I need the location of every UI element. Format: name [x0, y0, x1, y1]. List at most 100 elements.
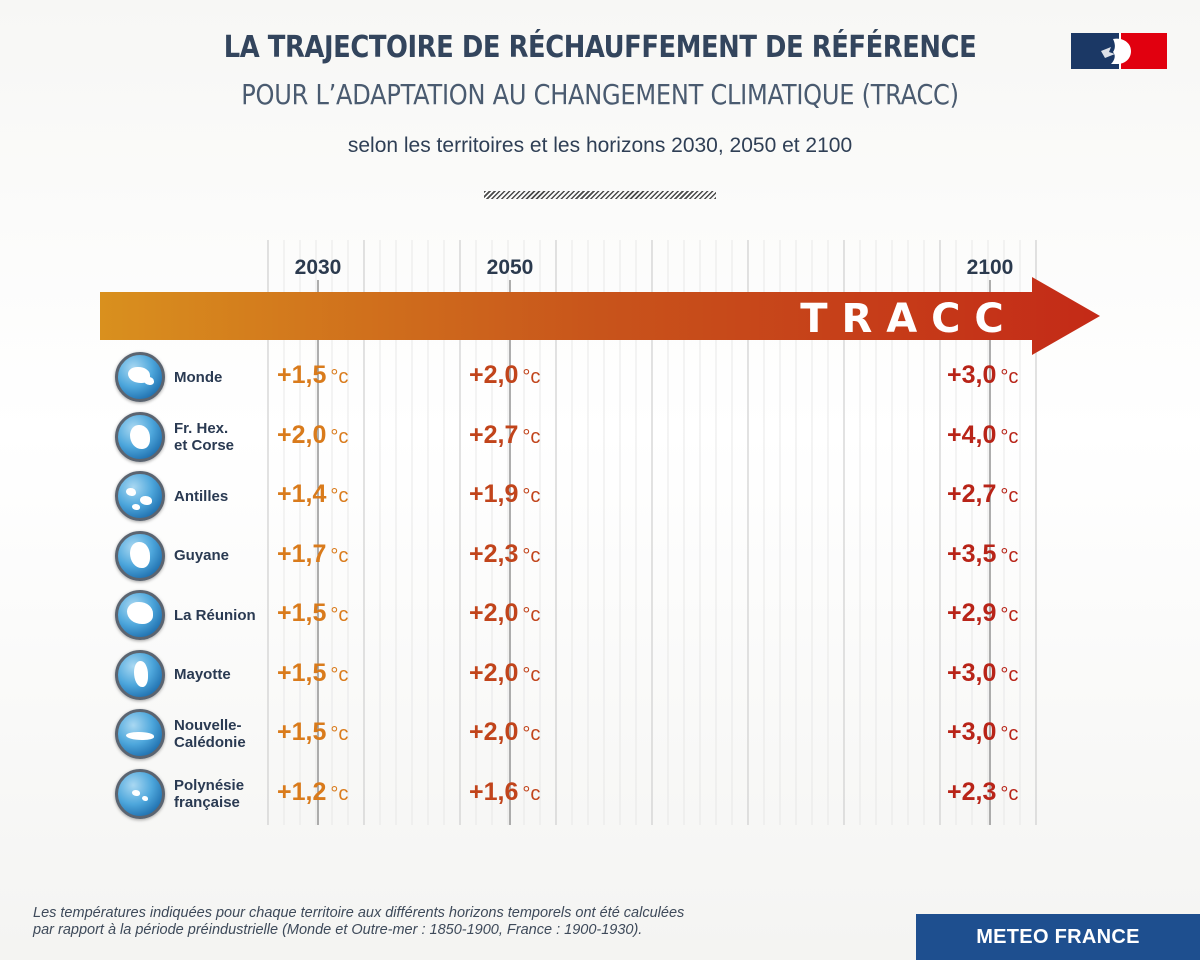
value-unit: °c — [1000, 485, 1019, 507]
value-2050: +2,0 °c — [469, 659, 540, 688]
tracc-chart-svg: T R A C C 2030 2050 2100 — [100, 240, 1100, 825]
meteo-france-logo: METEO FRANCE — [916, 914, 1200, 960]
value-unit: °c — [330, 604, 349, 626]
value-2030: +1,4 °c — [277, 480, 348, 509]
row-label: Antilles — [174, 488, 228, 505]
value-number: +1,5 — [277, 361, 327, 389]
row-label-line: Nouvelle- — [174, 717, 242, 734]
republique-francaise-logo — [1071, 33, 1167, 69]
value-2050: +1,6 °c — [469, 778, 540, 807]
value-number: +2,0 — [469, 658, 519, 687]
value-unit: °c — [330, 544, 349, 567]
value-unit: °c — [522, 663, 541, 686]
row-label: Fr. Hex. et Corse — [174, 420, 234, 454]
value-unit: °c — [1000, 782, 1019, 805]
value-unit: °c — [330, 366, 349, 388]
value-unit: °c — [522, 782, 541, 805]
value-unit: °c — [522, 366, 541, 388]
value-number: +2,7 — [947, 480, 997, 508]
tracc-chart: T R A C C 2030 2050 2100 Monde +1,5 °c +2,0 °c… — [0, 240, 1200, 830]
value-number: +3,0 — [947, 361, 997, 389]
value-2100: +2,9 °c — [947, 599, 1018, 628]
row-label-line: Monde — [174, 368, 223, 386]
value-2100: +2,7 °c — [947, 480, 1018, 509]
value-unit: °c — [522, 723, 541, 745]
value-2100: +3,0 °c — [947, 718, 1018, 747]
value-number: +2,0 — [469, 718, 519, 746]
value-number: +2,9 — [947, 599, 997, 627]
value-2050: +1,9 °c — [469, 480, 540, 509]
value-2050: +2,0 °c — [469, 599, 540, 628]
value-number: +4,0 — [947, 420, 997, 449]
nouvelle-caledonie-map-icon — [115, 709, 165, 759]
row-label: Mayotte — [174, 666, 231, 683]
hatched-divider — [484, 191, 716, 199]
value-unit: °c — [522, 544, 541, 567]
value-number: +3,0 — [947, 718, 997, 746]
value-number: +3,0 — [947, 658, 997, 687]
value-unit: °c — [1000, 663, 1019, 686]
column-headers: 2030 2050 2100 — [295, 256, 1014, 279]
value-number: +1,5 — [277, 599, 327, 627]
row-label-line: Mayotte — [174, 666, 231, 683]
antilles-map-icon — [115, 471, 165, 521]
france-map-icon — [115, 411, 165, 462]
row-label: Polynésie française — [174, 777, 244, 811]
tracc-arrow-label: T R A C C — [800, 296, 1003, 342]
year-lines — [317, 280, 991, 825]
value-number: +1,5 — [277, 718, 327, 746]
footnote: Les températures indiquées pour chaque t… — [33, 905, 833, 939]
value-unit: °c — [522, 425, 541, 448]
value-number: +2,3 — [947, 777, 997, 806]
row-label-line: Calédonie — [174, 734, 246, 751]
value-2100: +3,5 °c — [947, 540, 1018, 569]
row-label-line: Guyane — [174, 547, 230, 564]
page-subtitle: selon les territoires et les horizons 20… — [347, 134, 853, 157]
row-label-line: française — [174, 793, 240, 811]
mayotte-map-icon — [115, 649, 165, 700]
value-unit: °c — [522, 485, 541, 507]
value-unit: °c — [330, 663, 349, 686]
value-unit: °c — [1000, 604, 1019, 626]
tracc-arrow: T R A C C — [100, 277, 1100, 355]
value-2030: +1,7 °c — [277, 540, 348, 569]
value-2050: +2,7 °c — [469, 421, 540, 450]
page-title: LA TRAJECTOIRE DE RÉCHAUFFEMENT DE RÉFÉR… — [223, 30, 977, 65]
row-label: La Réunion — [174, 607, 256, 624]
value-2050: +2,0 °c — [469, 361, 540, 390]
value-number: +1,4 — [277, 480, 327, 508]
value-number: +2,0 — [469, 361, 519, 389]
value-2100: +4,0 °c — [947, 421, 1018, 450]
marianne-icon — [1101, 38, 1131, 64]
value-number: +1,5 — [277, 658, 327, 687]
tracc-arrow-shape — [100, 277, 1100, 355]
value-2100: +3,0 °c — [947, 659, 1018, 688]
row-label: Nouvelle- Calédonie — [174, 717, 246, 751]
value-unit: °c — [330, 485, 349, 507]
value-2100: +3,0 °c — [947, 361, 1018, 390]
value-number: +2,0 — [277, 420, 327, 449]
value-2030: +1,2 °c — [277, 778, 348, 807]
value-unit: °c — [330, 782, 349, 805]
value-number: +2,0 — [469, 599, 519, 627]
value-unit: °c — [1000, 723, 1019, 745]
value-unit: °c — [330, 425, 349, 448]
value-unit: °c — [1000, 544, 1019, 567]
value-2030: +1,5 °c — [277, 361, 348, 390]
value-2030: +1,5 °c — [277, 599, 348, 628]
value-number: +1,9 — [469, 480, 519, 508]
value-number: +2,7 — [469, 420, 519, 449]
value-number: +1,6 — [469, 777, 519, 806]
row-label: Monde — [174, 369, 222, 386]
value-2050: +2,3 °c — [469, 540, 540, 569]
column-header-2100: 2100 — [967, 256, 1014, 279]
value-unit: °c — [1000, 366, 1019, 388]
guyane-map-icon — [115, 530, 165, 581]
row-label-line: La Réunion — [174, 606, 256, 624]
column-header-2050: 2050 — [487, 256, 534, 279]
reunion-map-icon — [115, 590, 165, 640]
value-2100: +2,3 °c — [947, 778, 1018, 807]
value-unit: °c — [1000, 425, 1019, 448]
value-2030: +1,5 °c — [277, 718, 348, 747]
row-label-line: Polynésie — [174, 776, 245, 794]
